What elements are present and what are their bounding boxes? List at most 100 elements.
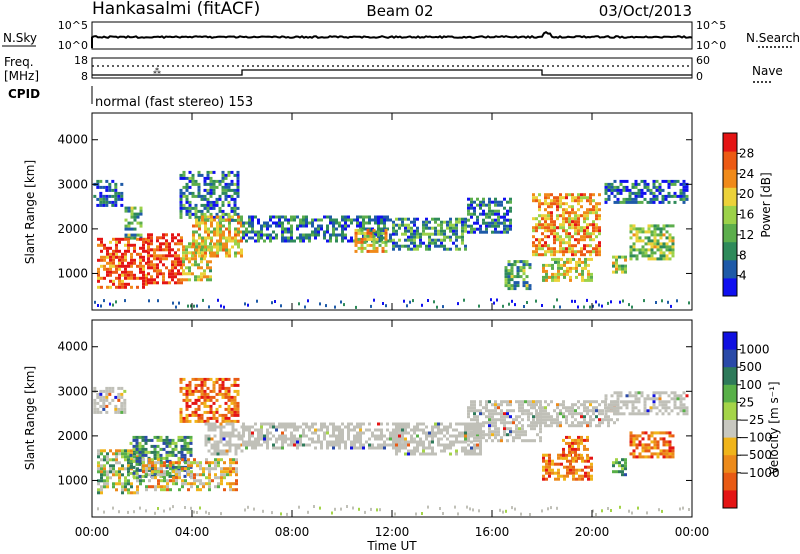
echo-cell <box>637 200 641 204</box>
echo-cell <box>144 453 148 457</box>
echo-cell <box>353 446 356 450</box>
nave-right-tick-top: 60 <box>696 54 710 67</box>
echo-cell <box>160 470 163 474</box>
echo-cell <box>130 261 133 265</box>
echo-cell <box>344 425 347 429</box>
echo-cell <box>504 275 508 279</box>
echo-cell <box>171 275 174 279</box>
echo-cell <box>263 422 266 426</box>
echo-cell <box>233 395 237 399</box>
echo-cell <box>488 415 491 419</box>
echo-cell <box>425 223 428 227</box>
colorbar-tick-label: 16 <box>739 208 754 222</box>
echo-cell <box>227 182 231 186</box>
clutter-cell <box>619 300 621 304</box>
echo-cell <box>532 241 535 245</box>
echo-cell <box>151 461 154 465</box>
echo-cell <box>221 386 225 390</box>
echo-cell <box>266 440 269 444</box>
echo-cell <box>419 232 422 236</box>
echo-cell <box>347 422 350 426</box>
echo-cell <box>554 257 557 261</box>
echo-cell <box>233 407 237 411</box>
echo-cell <box>413 235 416 239</box>
echo-cell <box>640 191 644 195</box>
echo-cell <box>615 258 618 262</box>
echo-cell <box>404 431 407 435</box>
echo-cell <box>112 467 115 471</box>
echo-cell <box>141 435 145 439</box>
echo-cell <box>398 437 401 441</box>
echo-cell <box>395 232 398 236</box>
echo-cell <box>200 257 203 261</box>
echo-cell <box>637 397 641 401</box>
echo-cell <box>97 464 100 468</box>
echo-cell <box>215 197 219 201</box>
echo-cell <box>185 176 189 180</box>
echo-cell <box>638 230 642 234</box>
echo-cell <box>357 237 361 241</box>
echo-cell <box>222 431 226 435</box>
echo-cell <box>179 194 183 198</box>
echo-cell <box>165 438 169 442</box>
echo-cell <box>103 482 106 486</box>
echo-cell <box>643 400 647 404</box>
echo-cell <box>554 260 557 264</box>
echo-cell <box>589 232 592 236</box>
echo-cell <box>168 450 172 454</box>
echo-cell <box>218 182 222 186</box>
echo-cell <box>550 400 553 404</box>
echo-cell <box>652 391 656 395</box>
echo-cell <box>105 404 109 408</box>
echo-cell <box>181 482 184 486</box>
echo-cell <box>668 446 672 450</box>
echo-cell <box>656 248 660 252</box>
echo-cell <box>200 275 203 279</box>
echo-cell <box>428 446 431 450</box>
echo-cell <box>556 196 559 200</box>
echo-cell <box>431 452 434 456</box>
echo-cell <box>233 419 237 423</box>
echo-cell <box>251 230 254 234</box>
echo-cell <box>644 251 648 255</box>
echo-cell <box>604 403 607 407</box>
echo-cell <box>374 434 377 438</box>
clutter-cell <box>271 301 273 305</box>
echo-cell <box>682 194 686 198</box>
echo-cell <box>127 461 130 465</box>
echo-cell <box>227 188 231 192</box>
echo-cell <box>344 236 347 240</box>
echo-cell <box>281 236 284 240</box>
echo-cell <box>335 443 338 447</box>
echo-cell <box>604 412 608 416</box>
echo-cell <box>658 188 662 192</box>
echo-cell <box>123 401 127 405</box>
echo-cell <box>212 185 216 189</box>
echo-cell <box>347 437 350 441</box>
echo-cell <box>652 397 656 401</box>
echo-cell <box>153 471 157 475</box>
echo-cell <box>129 459 133 463</box>
echo-cell <box>222 452 226 456</box>
echo-cell <box>299 440 302 444</box>
echo-cell <box>577 435 580 439</box>
echo-cell <box>568 450 571 454</box>
echo-cell <box>237 227 240 231</box>
echo-cell <box>248 428 251 432</box>
clutter-cell <box>607 301 609 305</box>
echo-cell <box>479 230 482 234</box>
echo-cell <box>386 422 389 426</box>
echo-cell <box>510 275 514 279</box>
echo-cell <box>221 176 225 180</box>
echo-cell <box>186 444 190 448</box>
echo-cell <box>223 473 226 477</box>
echo-cell <box>580 238 583 242</box>
echo-cell <box>269 233 272 237</box>
echo-cell <box>679 397 683 401</box>
echo-cell <box>356 221 359 225</box>
echo-cell <box>108 386 112 390</box>
echo-cell <box>488 212 491 216</box>
echo-cell <box>222 224 225 228</box>
echo-cell <box>354 249 358 253</box>
echo-cell <box>395 422 398 426</box>
